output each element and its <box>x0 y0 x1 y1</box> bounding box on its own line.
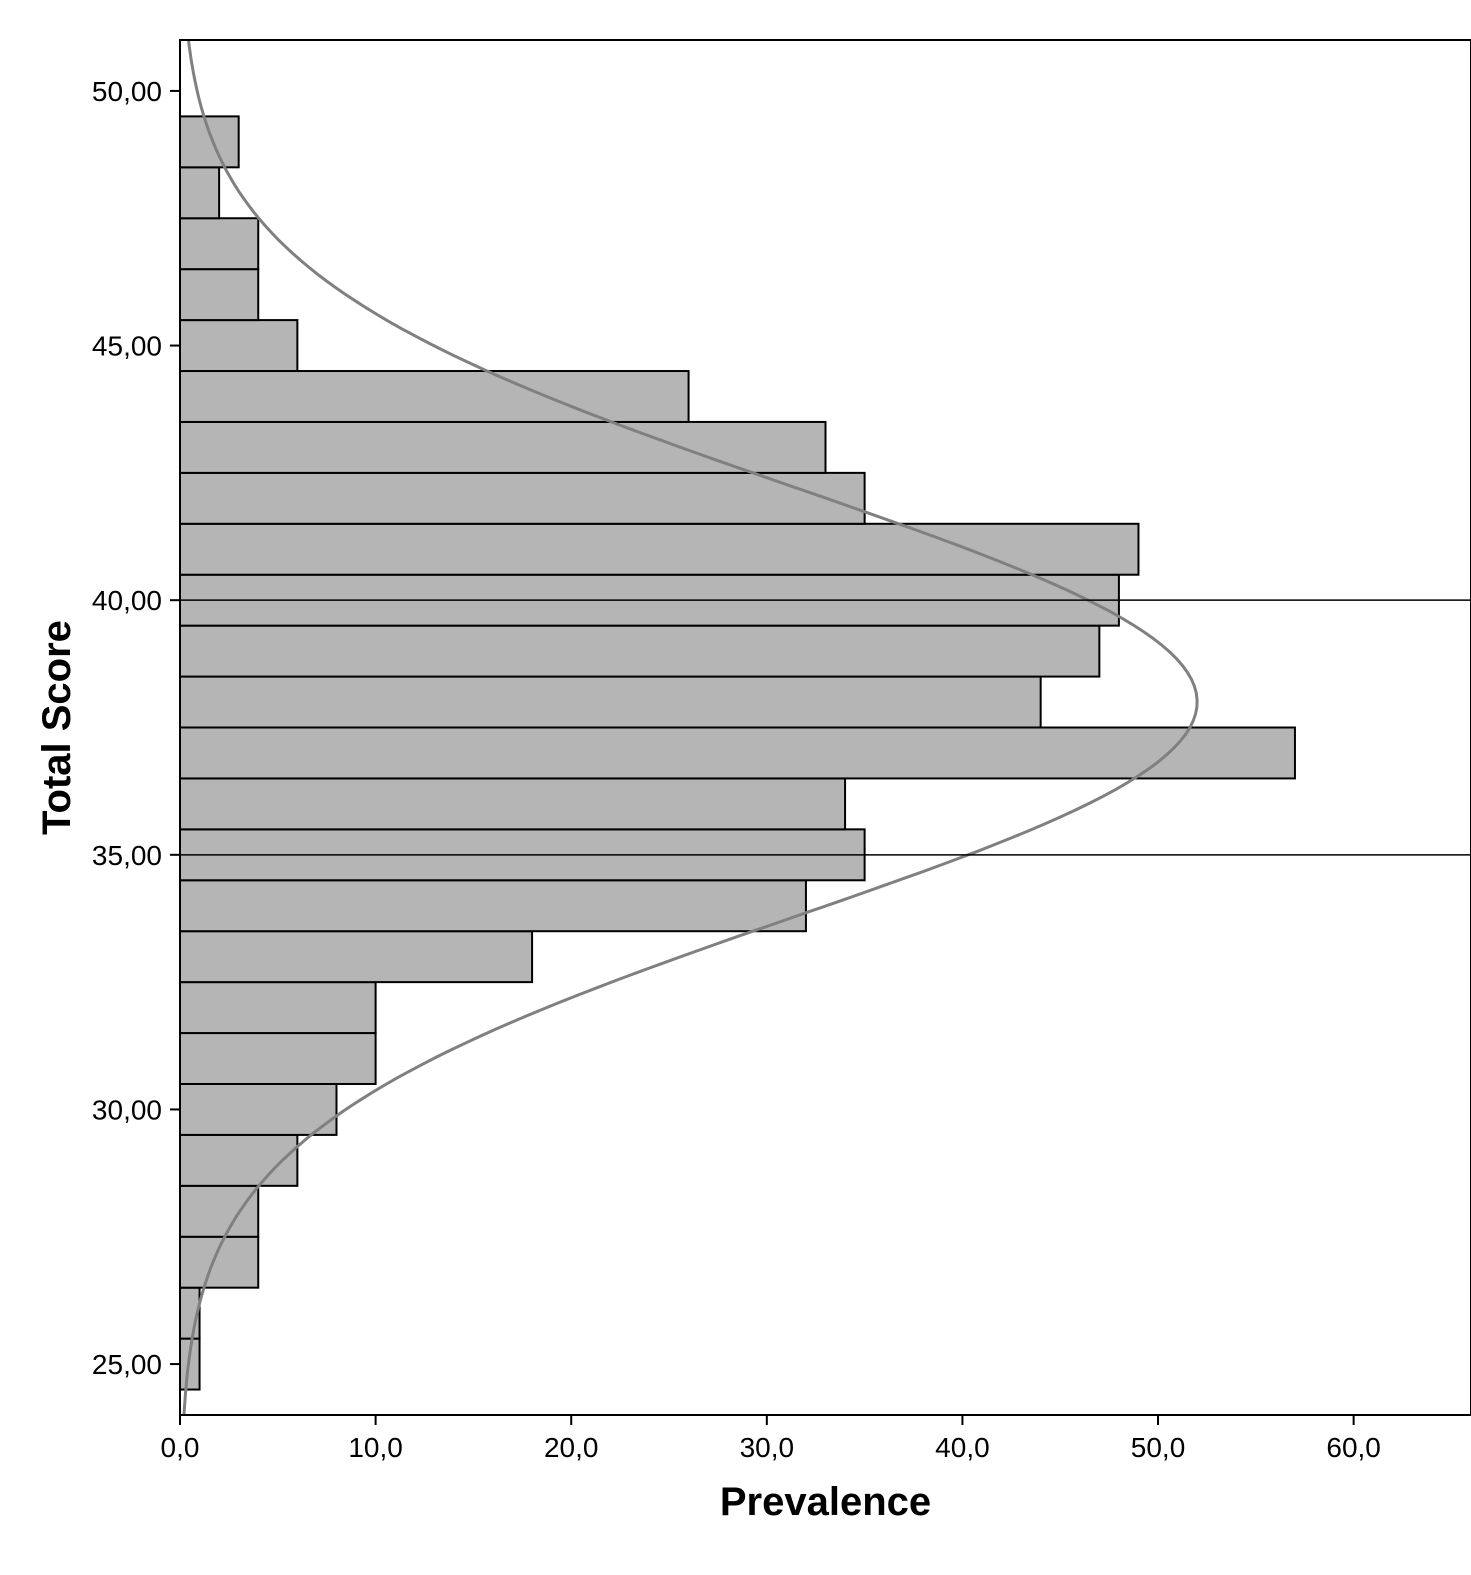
y-axis-title: Total Score <box>35 620 79 835</box>
histogram-bar <box>180 931 532 982</box>
histogram-bar <box>180 116 239 167</box>
histogram-chart: 0,0 10,0 20,0 30,0 40,0 50,0 60,0 25,00 30,00 35,… <box>20 20 1471 1555</box>
histogram-bar <box>180 269 258 320</box>
x-tick-label: 30,0 <box>740 1432 795 1463</box>
histogram-bar <box>180 1237 258 1288</box>
histogram-bar <box>180 473 865 524</box>
histogram-bar <box>180 167 219 218</box>
histogram-bar <box>180 728 1295 779</box>
histogram-bar <box>180 1033 376 1084</box>
histogram-bar <box>180 1084 336 1135</box>
x-tick-label: 60,0 <box>1326 1432 1381 1463</box>
histogram-bar <box>180 371 689 422</box>
y-tick-label: 35,00 <box>92 840 162 871</box>
x-tick-label: 50,0 <box>1131 1432 1186 1463</box>
y-tick-label: 45,00 <box>92 331 162 362</box>
histogram-bar <box>180 1186 258 1237</box>
y-tick-label: 50,00 <box>92 76 162 107</box>
histogram-bar <box>180 677 1041 728</box>
x-axis-title: Prevalence <box>720 1480 931 1524</box>
histogram-bar <box>180 320 297 371</box>
y-tick-label: 25,00 <box>92 1349 162 1380</box>
x-tick-label: 20,0 <box>544 1432 599 1463</box>
x-tick-label: 40,0 <box>935 1432 990 1463</box>
histogram-bar <box>180 218 258 269</box>
chart-svg: 0,0 10,0 20,0 30,0 40,0 50,0 60,0 25,00 30,00 35,… <box>20 20 1471 1555</box>
histogram-bar <box>180 1135 297 1186</box>
histogram-bar <box>180 880 806 931</box>
y-tick-label: 30,00 <box>92 1094 162 1125</box>
y-tick-label: 40,00 <box>92 585 162 616</box>
histogram-bar <box>180 626 1099 677</box>
histogram-bar <box>180 524 1138 575</box>
histogram-bar <box>180 778 845 829</box>
x-tick-label: 0,0 <box>161 1432 200 1463</box>
histogram-bar <box>180 982 376 1033</box>
x-tick-label: 10,0 <box>348 1432 403 1463</box>
